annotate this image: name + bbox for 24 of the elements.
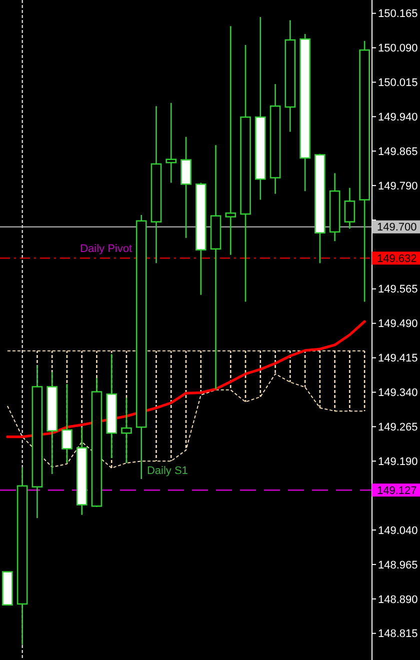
y-tick-label: 150.090 — [378, 42, 418, 55]
candlestick — [344, 187, 356, 230]
y-tick-label: 149.190 — [378, 456, 418, 468]
y-tick-label: 149.490 — [378, 318, 418, 330]
y-tick-label: 150.015 — [378, 77, 418, 90]
annotation: Daily Pivot — [80, 243, 132, 256]
y-tick-label: 149.790 — [378, 180, 418, 192]
y-tick-label: 148.815 — [378, 628, 418, 640]
annotation: Daily S1 — [146, 465, 188, 478]
y-tick-label: 149.865 — [378, 146, 418, 158]
y-tick-label: 148.890 — [378, 594, 418, 606]
ref-line-label: 149.127 — [377, 484, 417, 497]
y-tick-label: 150.165 — [378, 8, 418, 20]
y-tick-label: 149.340 — [378, 387, 418, 400]
ref-line-label: 149.632 — [377, 252, 417, 265]
ref-line-label: 149.700 — [377, 222, 417, 234]
candlestick — [166, 102, 177, 184]
y-tick-label: 149.940 — [378, 112, 418, 124]
y-tick-label: 149.415 — [378, 352, 418, 365]
y-tick-label: 149.040 — [378, 524, 418, 537]
candlestick — [225, 26, 236, 256]
y-tick-label: 149.265 — [378, 422, 418, 434]
y-tick-label: 148.965 — [378, 559, 418, 572]
y-tick-label: 149.565 — [378, 284, 418, 296]
